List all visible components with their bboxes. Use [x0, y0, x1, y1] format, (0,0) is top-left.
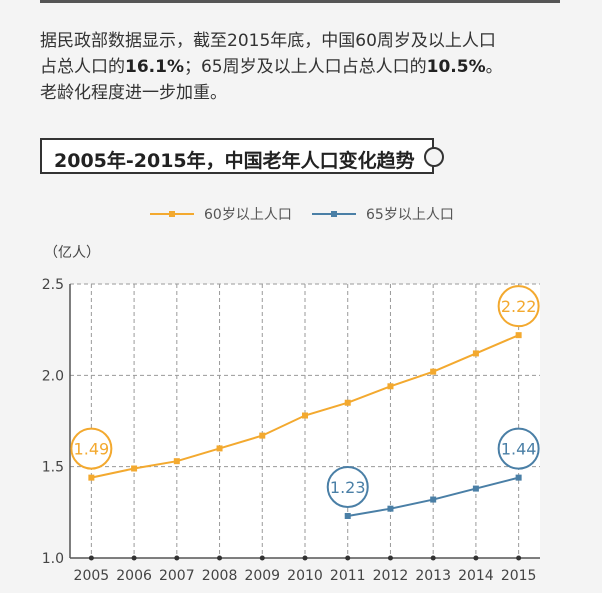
x-tick-label: 2014: [458, 568, 494, 584]
intro-line-3-text: 老龄化程度进一步加重。: [40, 83, 227, 103]
x-tick-label: 2008: [202, 568, 238, 584]
x-axis-tick-dot: [217, 555, 223, 561]
legend-swatch-marker: [331, 211, 337, 217]
x-tick-label: 2012: [373, 568, 409, 584]
data-point: [515, 332, 522, 339]
data-point: [515, 474, 522, 481]
x-axis-tick-dot: [345, 555, 351, 561]
intro-line-3: 老龄化程度进一步加重。: [40, 80, 580, 106]
x-tick-label: 2009: [244, 568, 280, 584]
data-point: [344, 399, 351, 406]
x-axis-tick-dot: [430, 555, 436, 561]
x-tick-label: 2005: [74, 568, 110, 584]
data-label: 1.49: [74, 440, 110, 459]
y-tick-label: 1.5: [42, 460, 64, 476]
x-axis-tick-dot: [387, 555, 393, 561]
x-axis-tick-dot: [131, 555, 137, 561]
data-point: [259, 432, 266, 439]
intro-line-1-text: 据民政部数据显示，截至2015年底，中国60周岁及以上人口: [40, 31, 496, 51]
legend-label: 65岁以上人口: [366, 207, 454, 223]
x-tick-label: 2007: [159, 568, 195, 584]
pct-65-value: 10.5%: [426, 57, 486, 77]
data-point: [472, 350, 479, 357]
x-axis-tick-dot: [259, 555, 265, 561]
chart-title: 2005年-2015年，中国老年人口变化趋势: [54, 150, 415, 172]
data-label: 1.23: [330, 478, 366, 497]
chart-title-box: 2005年-2015年，中国老年人口变化趋势: [40, 138, 434, 174]
data-point: [173, 458, 180, 465]
callout-circle: [70, 427, 113, 470]
data-point: [430, 368, 437, 375]
intro-line-2-text-b: ；65周岁及以上人口占总人口的: [183, 57, 427, 77]
data-point: [216, 445, 223, 452]
data-point: [131, 465, 138, 472]
x-axis-tick-dot: [473, 555, 479, 561]
x-axis-tick-dot: [516, 555, 522, 561]
top-divider: [40, 0, 560, 3]
callout-circle: [326, 465, 369, 508]
legend-swatch-marker: [169, 211, 175, 217]
data-point: [387, 383, 394, 390]
callout-circle: [497, 285, 540, 328]
data-point: [472, 485, 479, 492]
data-point: [88, 474, 95, 481]
x-axis-tick-dot: [302, 555, 308, 561]
legend-label: 60岁以上人口: [204, 207, 292, 223]
y-tick-label: 2.5: [42, 277, 64, 293]
x-axis-tick-dot: [88, 555, 94, 561]
x-tick-label: 2006: [116, 568, 152, 584]
x-tick-label: 2015: [501, 568, 537, 584]
intro-line-2: 占总人口的16.1%；65周岁及以上人口占总人口的10.5%。: [40, 54, 580, 80]
callout-circle: [497, 427, 540, 470]
intro-line-2-text-c: 。: [485, 57, 503, 77]
data-point: [430, 496, 437, 503]
title-circle-ornament: [424, 147, 444, 167]
x-tick-label: 2013: [415, 568, 451, 584]
data-point: [387, 505, 394, 512]
x-tick-label: 2010: [287, 568, 323, 584]
intro-line-2-text-a: 占总人口的: [40, 57, 125, 77]
intro-paragraph: 据民政部数据显示，截至2015年底，中国60周岁及以上人口 占总人口的16.1%…: [40, 28, 580, 106]
data-label: 2.22: [501, 297, 537, 316]
data-point: [302, 412, 308, 419]
data-label: 1.44: [501, 440, 537, 459]
x-tick-label: 2011: [330, 568, 366, 584]
pct-60-value: 16.1%: [125, 57, 184, 77]
x-axis-tick-dot: [174, 555, 180, 561]
y-tick-label: 2.0: [42, 368, 64, 384]
intro-line-1: 据民政部数据显示，截至2015年底，中国60周岁及以上人口: [40, 28, 580, 54]
y-tick-label: 1.0: [42, 551, 64, 567]
data-point: [344, 512, 351, 519]
y-axis-label: （亿人）: [44, 245, 100, 261]
